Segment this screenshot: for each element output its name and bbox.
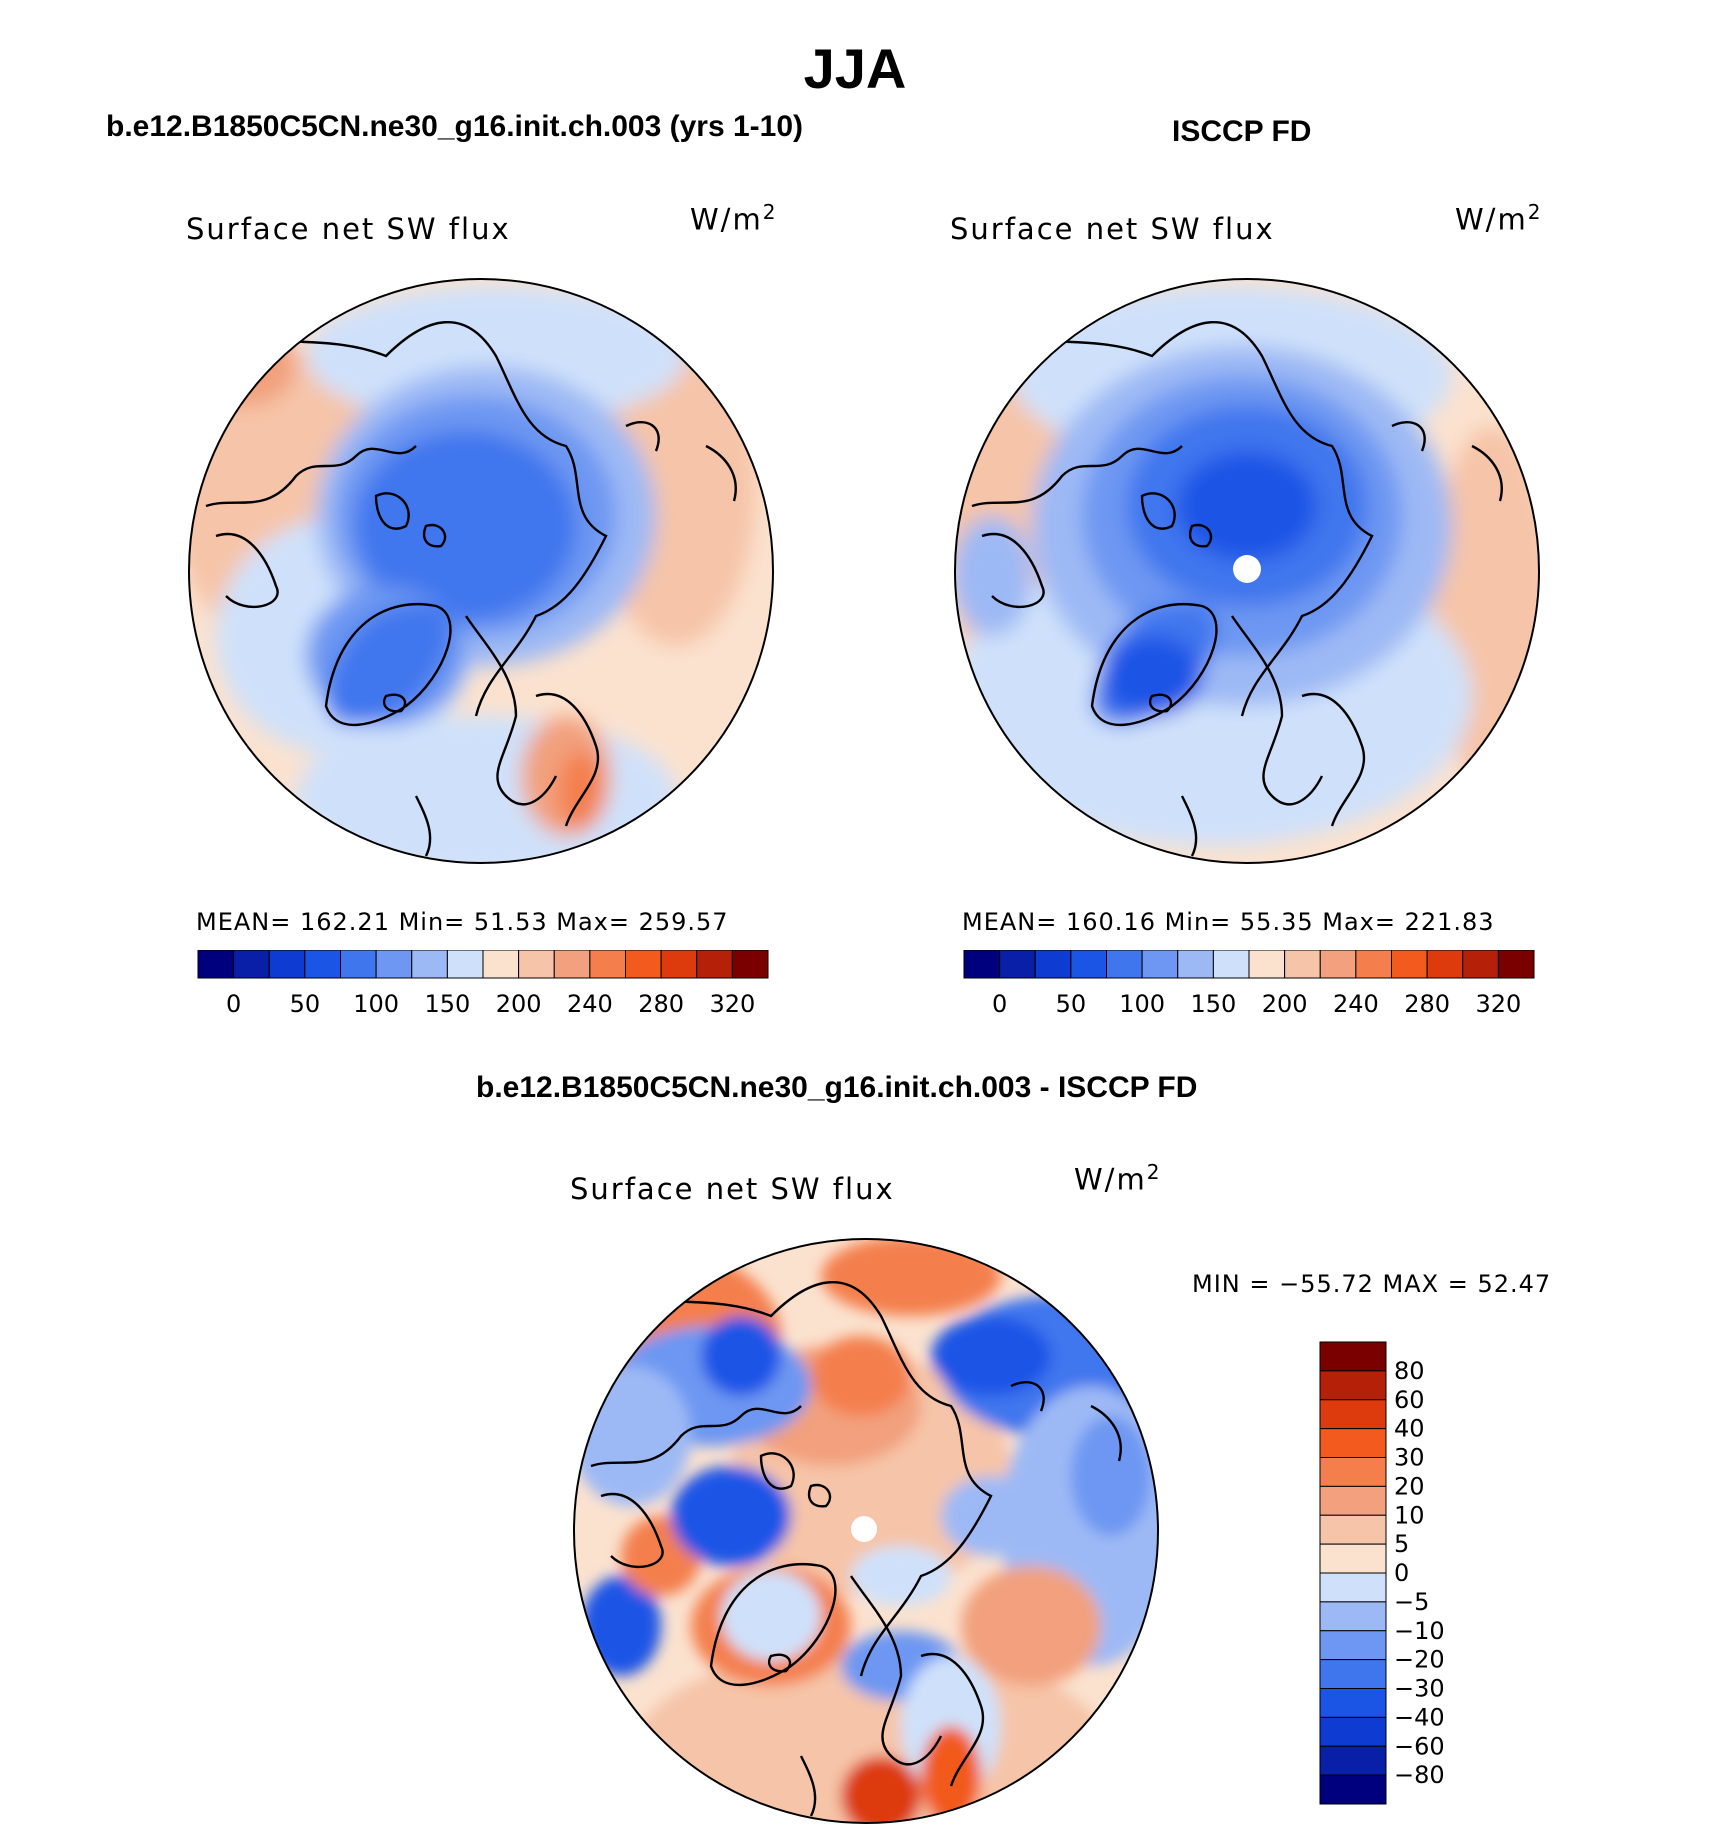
diff-colorbar-tick-label: 5 (1394, 1530, 1409, 1558)
obs-colorbar-swatch (1248, 950, 1286, 979)
model-colorbar-swatch (375, 950, 413, 979)
panel-model-case-title: b.e12.B1850C5CN.ne30_g16.init.ch.003 (yr… (106, 110, 804, 143)
diff-variable-label: Surface net SW flux (570, 1172, 895, 1206)
model-colorbar-swatch (589, 950, 626, 979)
obs-colorbar-swatch (999, 950, 1036, 979)
diff-colorbar-tick-label: −5 (1394, 1588, 1429, 1616)
diff-colorbar-tick-label: 10 (1394, 1501, 1425, 1529)
obs-colorbar-tick-label: 200 (1262, 990, 1308, 1018)
model-polar-map (188, 278, 774, 864)
diff-colorbar-tick-label: 40 (1394, 1415, 1425, 1443)
model-colorbar-tick-label: 240 (567, 990, 613, 1018)
obs-colorbar-swatch (1426, 950, 1464, 979)
model-colorbar-tick-label: 280 (638, 990, 684, 1018)
diff-colorbar-tick-label: 30 (1394, 1444, 1425, 1472)
model-colorbar-swatch (482, 950, 520, 979)
model-colorbar-swatch (446, 950, 484, 979)
diff-polar-map (573, 1238, 1159, 1824)
obs-colorbar-swatch (1462, 950, 1499, 979)
panel-obs-case-title: ISCCP FD (1172, 115, 1312, 148)
model-colorbar-tick-label: 100 (353, 990, 399, 1018)
model-colorbar-tick-label: 0 (226, 990, 241, 1018)
obs-polar-map (954, 278, 1540, 864)
diff-colorbar-swatch (1319, 1428, 1387, 1458)
obs-colorbar-swatch (1497, 950, 1535, 979)
model-colorbar-swatch (696, 950, 733, 979)
diff-colorbar-swatch (1319, 1774, 1387, 1805)
panel-obs-stats: MEAN= 160.16 Min= 55.35 Max= 221.83 (962, 908, 1495, 936)
obs-colorbar-swatch (1212, 950, 1250, 979)
diff-colorbar-tick-label: −20 (1394, 1646, 1445, 1674)
panel-model-units: W/m2 (690, 200, 778, 237)
diff-case-title: b.e12.B1850C5CN.ne30_g16.init.ch.003 - I… (476, 1071, 1198, 1104)
model-colorbar-tick-label: 200 (496, 990, 542, 1018)
diff-colorbar-tick-label: 0 (1394, 1559, 1409, 1587)
diff-colorbar-swatch (1319, 1370, 1387, 1401)
panel-obs-variable-label: Surface net SW flux (950, 212, 1275, 246)
panel-model-stats: MEAN= 162.21 Min= 51.53 Max= 259.57 (196, 908, 729, 936)
model-colorbar-tick-label: 150 (424, 990, 470, 1018)
model-colorbar-swatch (233, 950, 270, 979)
diff-colorbar-swatch (1319, 1457, 1387, 1487)
obs-colorbar-swatch (1284, 950, 1321, 979)
diff-colorbar-swatch (1319, 1716, 1387, 1747)
diff-colorbar-swatch (1319, 1745, 1387, 1776)
model-colorbar-tick-label: 320 (709, 990, 755, 1018)
obs-colorbar-tick-label: 50 (1056, 990, 1087, 1018)
model-colorbar-swatch (731, 950, 769, 979)
model-colorbar-swatch (268, 950, 306, 979)
diff-colorbar-swatch (1319, 1341, 1387, 1372)
diff-units: W/m2 (1074, 1160, 1162, 1197)
obs-colorbar-tick-label: 150 (1190, 990, 1236, 1018)
diff-colorbar-swatch (1319, 1572, 1387, 1603)
panel-obs-units: W/m2 (1455, 200, 1543, 237)
model-colorbar-swatch (340, 950, 377, 979)
obs-colorbar-swatch (1141, 950, 1179, 979)
diff-colorbar-swatch (1319, 1485, 1387, 1516)
diff-colorbar-swatch (1319, 1543, 1387, 1574)
obs-colorbar-swatch (1319, 950, 1357, 979)
model-colorbar-swatch (553, 950, 591, 979)
obs-colorbar-swatch (1355, 950, 1392, 979)
obs-colorbar-swatch (963, 950, 1001, 979)
obs-colorbar-tick-label: 320 (1475, 990, 1521, 1018)
diff-minmax: MIN = −55.72 MAX = 52.47 (1192, 1270, 1552, 1298)
diff-colorbar-tick-label: 60 (1394, 1386, 1425, 1414)
model-colorbar-swatch (625, 950, 662, 979)
diff-colorbar-tick-label: 20 (1394, 1472, 1425, 1500)
obs-colorbar-swatch (1391, 950, 1428, 979)
diff-colorbar-swatch (1319, 1601, 1387, 1632)
diff-colorbar-tick-label: −10 (1394, 1617, 1445, 1645)
diff-colorbar-tick-label: −30 (1394, 1675, 1445, 1703)
figure-title: JJA (803, 37, 907, 100)
obs-colorbar-swatch (1070, 950, 1107, 979)
model-colorbar-swatch (660, 950, 698, 979)
obs-colorbar-tick-label: 280 (1404, 990, 1450, 1018)
diff-colorbar-tick-label: −80 (1394, 1761, 1445, 1789)
model-colorbar: 0 50 100 150 200 240 280 320 (197, 950, 769, 1018)
model-colorbar-tick-label: 50 (290, 990, 321, 1018)
diff-colorbar-swatch (1319, 1630, 1387, 1661)
obs-colorbar-tick-label: 240 (1333, 990, 1379, 1018)
diff-colorbar-swatch (1319, 1399, 1387, 1430)
obs-colorbar-swatch (1177, 950, 1214, 979)
obs-colorbar-swatch (1106, 950, 1143, 979)
diff-colorbar-swatch (1319, 1659, 1387, 1689)
model-colorbar-swatch (411, 950, 448, 979)
diff-colorbar-tick-label: −40 (1394, 1703, 1445, 1731)
diff-colorbar-tick-label: 80 (1394, 1357, 1425, 1385)
model-colorbar-swatch (197, 950, 235, 979)
diff-colorbar-tick-label: −60 (1394, 1732, 1445, 1760)
model-colorbar-swatch (304, 950, 341, 979)
obs-colorbar: 0 50 100 150 200 240 280 320 (963, 950, 1535, 1018)
diff-colorbar-swatch (1319, 1514, 1387, 1545)
panel-model-variable-label: Surface net SW flux (186, 212, 511, 246)
obs-colorbar-tick-label: 0 (992, 990, 1007, 1018)
obs-colorbar-swatch (1034, 950, 1072, 979)
obs-colorbar-tick-label: 100 (1119, 990, 1165, 1018)
model-colorbar-swatch (518, 950, 555, 979)
diff-colorbar-swatch (1319, 1688, 1387, 1718)
